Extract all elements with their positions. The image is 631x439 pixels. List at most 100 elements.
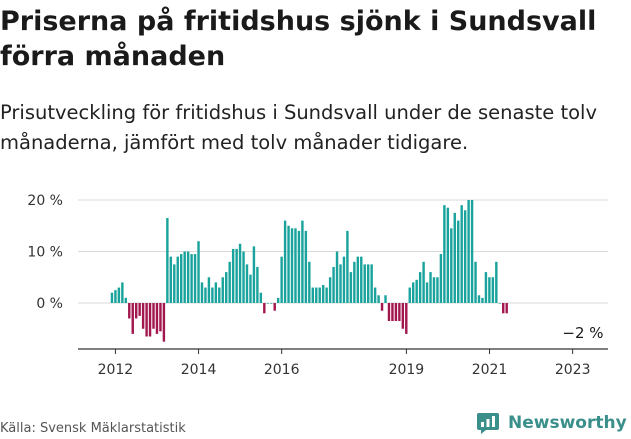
bar <box>152 303 155 329</box>
bar <box>384 295 387 303</box>
bar <box>301 220 304 303</box>
bar <box>439 254 443 303</box>
bar <box>349 272 353 303</box>
bar <box>134 303 138 319</box>
last-value-label: −2 % <box>562 324 603 342</box>
bar <box>491 277 495 303</box>
bar <box>173 264 176 304</box>
bar <box>380 303 384 311</box>
newsworthy-icon <box>477 413 499 434</box>
bar <box>159 303 162 332</box>
bar <box>304 230 308 303</box>
bar <box>488 277 491 303</box>
bar <box>360 256 363 303</box>
bar <box>502 303 505 314</box>
bar <box>470 200 474 303</box>
bar <box>114 290 117 304</box>
bar <box>270 303 273 304</box>
bar <box>155 303 159 334</box>
bar <box>474 261 477 303</box>
bar <box>280 256 283 303</box>
bar <box>432 277 436 303</box>
bar <box>128 303 131 319</box>
bar <box>121 282 124 303</box>
bar <box>484 272 488 303</box>
bar <box>418 272 422 303</box>
bar <box>453 212 456 304</box>
bar <box>436 277 439 303</box>
source-note: Källa: Svensk Mäklarstatistik <box>0 421 186 436</box>
bar <box>131 303 134 334</box>
newsworthy-logo[interactable]: Newsworthy <box>476 409 627 437</box>
y-tick-label: 0 % <box>36 296 63 312</box>
bar <box>308 261 311 303</box>
bar <box>315 287 318 303</box>
bar <box>505 303 508 314</box>
bar <box>446 207 450 303</box>
bar <box>287 225 290 303</box>
bar <box>356 256 360 303</box>
bar <box>193 254 197 303</box>
bar <box>256 266 259 303</box>
bar <box>252 246 256 303</box>
bar <box>391 303 394 322</box>
chart-title: Priserna på fritidshus sjönk i Sundsvall… <box>0 6 597 72</box>
bar <box>353 261 356 303</box>
bar <box>429 272 432 303</box>
bar <box>200 282 204 303</box>
bar <box>443 205 446 303</box>
bar <box>190 254 193 303</box>
bar <box>238 243 242 304</box>
bar <box>145 303 148 337</box>
bar <box>283 220 287 303</box>
bar <box>183 251 186 303</box>
bar <box>176 256 179 303</box>
x-tick-label: 2014 <box>181 362 217 378</box>
y-tick-label: 20 % <box>27 193 63 209</box>
bar <box>346 230 349 303</box>
bar <box>197 241 200 303</box>
bar <box>377 295 380 303</box>
bar <box>141 303 145 329</box>
bar <box>249 274 252 304</box>
bar <box>321 284 325 304</box>
bar <box>138 303 141 316</box>
bar <box>266 303 269 304</box>
bar <box>422 261 425 303</box>
bar <box>342 256 346 303</box>
bar <box>370 264 373 304</box>
bar <box>263 303 266 314</box>
bar <box>245 264 249 304</box>
bar <box>398 303 401 322</box>
bar <box>339 264 342 304</box>
bars <box>110 200 508 342</box>
bar <box>415 279 418 303</box>
bar <box>408 287 411 303</box>
x-tick-label: 2021 <box>472 362 508 378</box>
bar <box>477 295 481 303</box>
brand-name: Newsworthy <box>508 413 627 433</box>
bar <box>325 287 328 303</box>
bar <box>180 254 183 303</box>
x-tick-label: 2019 <box>389 362 425 378</box>
bar <box>273 303 276 311</box>
chart-subtitle: Prisutveckling för fritidshus i Sundsval… <box>0 101 597 154</box>
bar <box>387 303 391 322</box>
bar <box>498 303 501 304</box>
bar <box>218 287 221 303</box>
x-tick-label: 2016 <box>264 362 300 378</box>
bar <box>495 261 498 303</box>
bar <box>221 277 224 303</box>
bar <box>166 218 169 303</box>
bar <box>394 303 398 322</box>
bar <box>207 277 211 303</box>
bar <box>211 287 214 303</box>
bar <box>373 287 377 303</box>
bar <box>148 303 152 337</box>
bar <box>463 210 467 303</box>
bar <box>225 272 228 303</box>
bar <box>235 248 238 304</box>
bar <box>467 200 470 303</box>
bar <box>259 292 263 303</box>
bar <box>110 292 114 303</box>
